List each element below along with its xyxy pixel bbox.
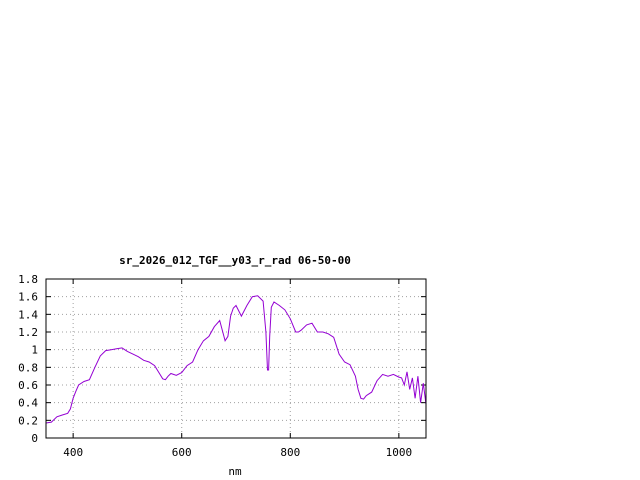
y-tick-label: 1.4 [18, 308, 38, 321]
y-tick-label: 0.8 [18, 361, 38, 374]
y-tick-label: 1.8 [18, 273, 38, 286]
x-tick-label: 600 [172, 446, 192, 459]
y-tick-label: 1.2 [18, 326, 38, 339]
chart-title: sr_2026_012_TGF__y03_r_rad 06-50-00 [119, 254, 351, 267]
plot-frame [45, 278, 427, 439]
x-tick-label: 1000 [386, 446, 413, 459]
series-line [45, 295, 427, 424]
x-axis-ticks: 400 600 800 1000 [63, 279, 412, 459]
grid-lines [46, 279, 426, 438]
y-tick-label: 0.4 [18, 397, 38, 410]
y-tick-label: 0.2 [18, 414, 38, 427]
y-tick-label: 1 [31, 344, 38, 357]
y-tick-label: 0.6 [18, 379, 38, 392]
x-tick-label: 400 [63, 446, 83, 459]
x-axis-label: nm [228, 465, 242, 478]
y-axis-ticks: 0 0.2 0.4 0.6 0.8 1 1.2 1.4 1.6 1.8 [18, 273, 426, 445]
y-tick-label: 1.6 [18, 291, 38, 304]
y-tick-label: 0 [31, 432, 38, 445]
x-tick-label: 800 [280, 446, 300, 459]
